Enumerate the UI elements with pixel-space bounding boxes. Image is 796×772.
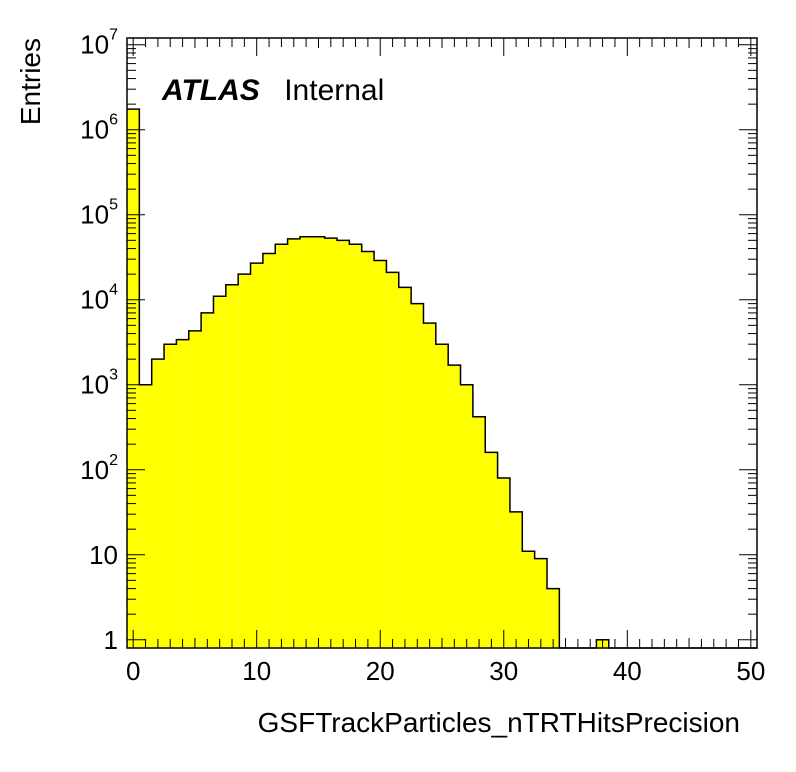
y-tick-label-base: 10 bbox=[80, 30, 109, 60]
y-tick-label: 102 bbox=[80, 452, 118, 485]
x-tick-label: 30 bbox=[489, 656, 518, 686]
y-tick-label-exponent: 7 bbox=[109, 27, 118, 44]
y-tick-label-base: 10 bbox=[80, 455, 109, 485]
y-tick-label: 10 bbox=[89, 540, 118, 570]
histogram-bar bbox=[435, 344, 449, 648]
y-axis-title: Entries bbox=[15, 38, 46, 125]
x-tick-label: 50 bbox=[736, 656, 765, 686]
histogram-bar bbox=[238, 274, 251, 648]
histogram-bar bbox=[423, 323, 436, 648]
histogram-bar bbox=[386, 272, 399, 648]
axis-minor-ticks bbox=[127, 38, 757, 648]
histogram-bar bbox=[188, 330, 202, 648]
histogram-bar bbox=[312, 236, 325, 648]
histogram-bar bbox=[287, 238, 300, 648]
histogram-bar bbox=[485, 452, 498, 648]
y-tick-label-exponent: 2 bbox=[109, 452, 118, 469]
histogram-bar bbox=[534, 558, 547, 648]
histogram-bar bbox=[361, 251, 375, 649]
histogram-bar bbox=[275, 244, 288, 648]
histogram-bar bbox=[262, 253, 276, 648]
histogram-bars bbox=[127, 108, 757, 649]
histogram-bar bbox=[448, 365, 461, 648]
x-tick-label: 10 bbox=[242, 656, 271, 686]
axis-major-ticks bbox=[127, 38, 757, 648]
x-tick-labels: 0 10 20 30 40 50 bbox=[126, 656, 765, 686]
atlas-label: ATLAS Internal bbox=[161, 74, 384, 107]
histogram-bar bbox=[250, 263, 263, 648]
histogram-bar bbox=[176, 339, 189, 648]
histogram-bar bbox=[151, 359, 165, 648]
y-tick-label-exponent: 5 bbox=[109, 197, 118, 214]
histogram-bar bbox=[411, 303, 424, 648]
y-tick-label-exponent: 4 bbox=[109, 282, 118, 299]
y-tick-label-base: 10 bbox=[80, 200, 109, 230]
histogram-bar bbox=[398, 287, 412, 648]
atlas-label-internal: Internal bbox=[284, 74, 384, 107]
histogram-bar bbox=[299, 236, 313, 648]
y-tick-label-base: 10 bbox=[80, 370, 109, 400]
y-tick-label-base: 10 bbox=[80, 115, 109, 145]
histogram-bar bbox=[497, 477, 510, 648]
plot-frame bbox=[126, 37, 758, 649]
histogram-bar bbox=[522, 551, 535, 648]
histogram-bar bbox=[213, 296, 226, 648]
y-tick-label: 104 bbox=[80, 282, 118, 315]
histogram-outline bbox=[127, 108, 757, 649]
histogram-bar bbox=[547, 588, 560, 648]
atlas-label-bold: ATLAS bbox=[161, 74, 260, 107]
y-tick-label-exponent: 3 bbox=[109, 367, 118, 384]
histogram-bar bbox=[337, 240, 350, 648]
y-tick-label: 105 bbox=[80, 197, 118, 230]
y-tick-label-base: 1 bbox=[104, 625, 118, 655]
y-tick-label-base: 10 bbox=[89, 540, 118, 570]
y-tick-label-base: 10 bbox=[80, 285, 109, 315]
x-axis-title: GSFTrackParticles_nTRTHitsPrecision bbox=[258, 707, 740, 738]
histogram-bar bbox=[374, 260, 387, 648]
histogram-bar bbox=[225, 284, 239, 648]
histogram-bar bbox=[472, 416, 486, 648]
y-tick-label: 106 bbox=[80, 112, 118, 145]
histogram-bar bbox=[164, 344, 177, 648]
histogram-bar bbox=[127, 109, 140, 648]
y-tick-label: 107 bbox=[80, 27, 118, 60]
x-tick-label: 40 bbox=[613, 656, 642, 686]
histogram-bar bbox=[201, 312, 214, 648]
histogram-bar bbox=[349, 244, 362, 648]
y-tick-label: 1 bbox=[104, 625, 118, 655]
y-tick-label-exponent: 6 bbox=[109, 112, 118, 129]
histogram-bar bbox=[139, 384, 152, 648]
x-tick-label: 20 bbox=[366, 656, 395, 686]
y-tick-label: 103 bbox=[80, 367, 118, 400]
histogram-bar bbox=[509, 511, 523, 648]
histogram-bar bbox=[460, 384, 473, 648]
histogram-bar bbox=[324, 238, 337, 648]
x-tick-label: 0 bbox=[126, 656, 140, 686]
